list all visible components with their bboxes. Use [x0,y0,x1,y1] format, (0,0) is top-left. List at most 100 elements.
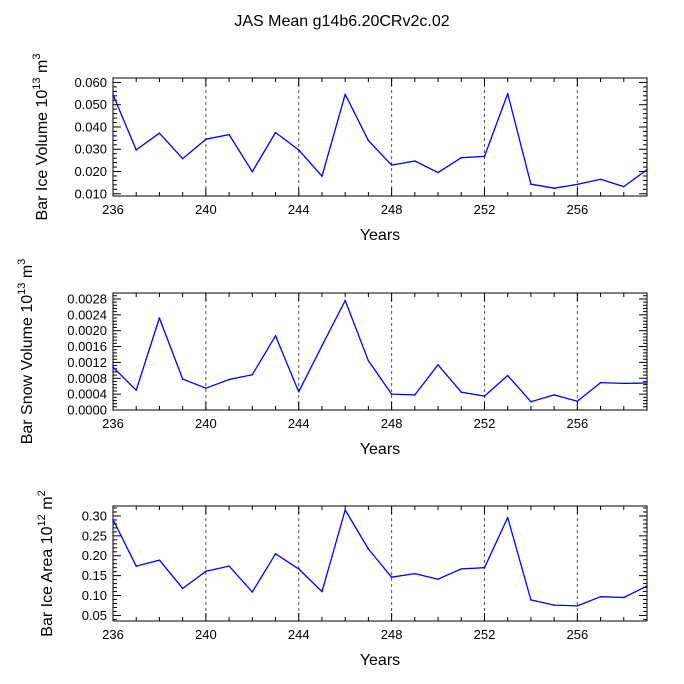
data-point-244 [297,149,300,151]
data-point-245 [321,175,323,177]
data-point-244 [297,568,300,570]
x-tick-label-240: 240 [195,627,217,642]
x-tick-label-252: 252 [474,416,496,431]
x-tick-label-256: 256 [566,627,588,642]
data-point-257 [599,381,602,384]
data-point-241 [228,133,230,136]
data-point-252 [483,395,486,397]
y-axis-label: Bar Ice Area 1012 m2 [36,490,56,636]
panel-2: 236 240 244 248 252 2560.00000.00040.00080.00… [16,259,648,458]
data-point-257 [599,178,602,181]
y-axis-label-superscript: 2 [36,490,48,496]
y-tick-label-0-0012: 0.0012 [67,355,107,370]
chart-title: JAS Mean g14b6.20CRv2c.02 [234,13,449,30]
data-point-256 [576,183,579,186]
y-tick-label-0-30: 0.30 [82,508,107,523]
data-point-255 [553,604,555,606]
data-point-247 [367,548,370,550]
series-line-bar-snow-volume [112,299,648,403]
data-point-252 [483,566,486,569]
y-tick-label-0-10: 0.10 [82,588,107,603]
x-tick-label-236: 236 [102,416,124,431]
data-point-240 [205,387,207,389]
y-axis-label: Bar Snow Volume 1013 m3 [16,259,36,445]
data-point-245 [321,590,323,593]
data-point-251 [460,156,463,159]
data-point-239 [181,157,184,160]
y-tick-label-0-0028: 0.0028 [67,291,107,306]
data-point-236 [112,93,114,96]
y-tick-label-0-040: 0.040 [74,119,107,134]
data-point-253 [506,374,509,377]
y-axis-label-superscript: 3 [31,54,43,60]
data-point-237 [135,149,138,151]
data-point-248 [390,164,393,166]
data-point-258 [622,382,625,385]
x-tick-label-236: 236 [102,627,124,642]
data-point-241 [228,565,230,567]
x-tick-label-248: 248 [381,627,403,642]
plot-frame [112,292,648,411]
x-tick-label-240: 240 [195,416,217,431]
data-point-238 [158,317,161,319]
y-tick-label-0-25: 0.25 [82,528,107,543]
data-point-246 [344,93,346,96]
data-point-236 [112,366,114,368]
y-tick-label-0-020: 0.020 [74,164,107,179]
y-axis-label-superscript: 13 [16,283,28,295]
y-axis-label-superscript: 3 [16,259,28,265]
data-point-237 [135,389,138,391]
data-point-239 [181,587,184,590]
y-axis-label-part: m [19,265,36,283]
x-tick-label-252: 252 [474,627,496,642]
chart-panels: 236 240 244 248 252 256 0.010 0.020 0.030 0.040 0.… [16,54,648,669]
data-point-250 [437,171,439,174]
data-point-243 [274,552,277,555]
data-point-250 [437,363,439,366]
data-point-258 [622,596,625,599]
x-tick-label-244: 244 [288,627,310,642]
y-tick-label-0-15: 0.15 [82,568,107,583]
data-point-257 [599,595,602,598]
data-point-259 [646,168,648,171]
x-tick-label-248: 248 [381,202,403,217]
data-point-254 [530,599,532,601]
data-point-244 [297,390,300,393]
data-point-253 [506,516,509,519]
data-point-242 [251,170,254,173]
data-point-256 [576,605,579,607]
data-point-243 [274,335,277,337]
data-point-259 [646,585,648,587]
data-point-258 [622,185,625,188]
y-axis-label: Bar Ice Volume 1013 m3 [31,54,51,221]
series-line-bar-ice-area [112,509,648,607]
y-tick-label-0-030: 0.030 [74,142,107,157]
data-point-251 [460,391,463,393]
y-tick-label-0-0004: 0.0004 [67,387,107,402]
y-tick-label-0-0000: 0.0000 [67,403,107,418]
y-tick-label-0-0016: 0.0016 [67,339,107,354]
y-axis-label-superscript: 13 [31,77,43,89]
panel-1: 236 240 244 248 252 256 0.010 0.020 0.030 0.040 0.… [31,54,648,244]
data-point-251 [460,568,463,570]
data-point-259 [646,382,648,384]
data-point-256 [576,400,579,403]
x-tick-label-256: 256 [566,416,588,431]
data-point-240 [205,570,207,573]
data-point-238 [158,132,161,135]
x-tick-label-248: 248 [381,416,403,431]
plot-frame [112,77,648,197]
data-point-249 [414,394,416,396]
data-point-246 [344,299,346,302]
x-axis-label: Years [360,652,400,669]
data-point-248 [390,393,393,395]
data-point-250 [437,578,439,581]
data-point-237 [135,565,138,567]
data-point-239 [181,378,184,380]
x-tick-label-244: 244 [288,202,310,217]
data-point-241 [228,378,230,381]
data-point-248 [390,576,393,579]
y-tick-label-0-0008: 0.0008 [67,371,107,386]
y-axis-label-part: Bar Ice Volume 10 [34,90,51,221]
data-point-238 [158,559,161,561]
